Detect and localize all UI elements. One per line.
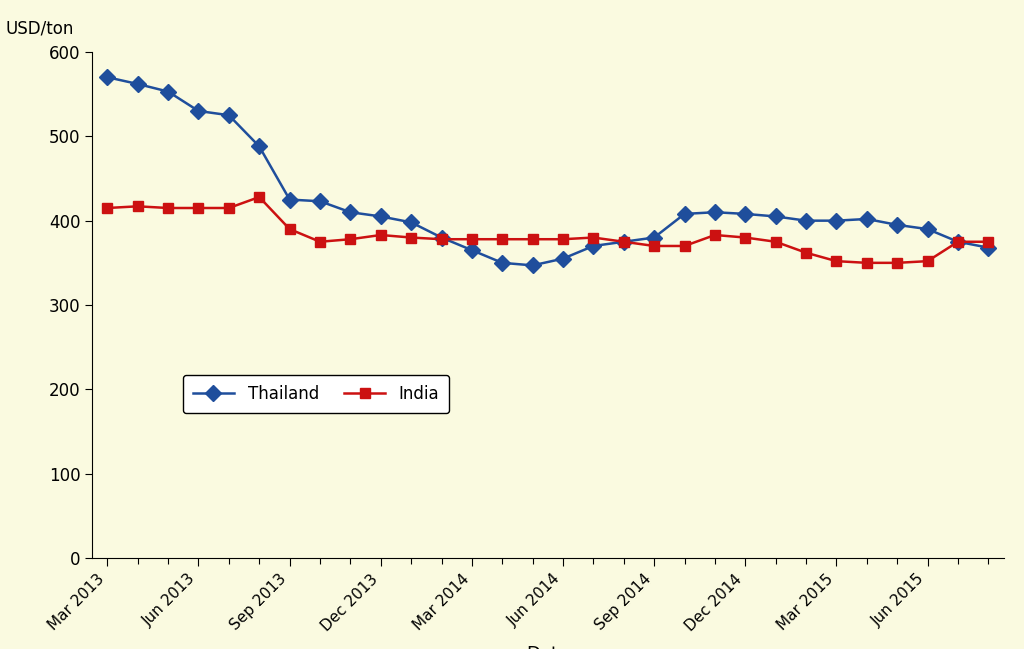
Thailand — [617, 238, 630, 245]
Thailand — [678, 210, 690, 218]
Thailand — [406, 219, 418, 227]
India — [830, 257, 843, 265]
Thailand — [800, 217, 812, 225]
Thailand — [131, 80, 143, 88]
Thailand — [162, 88, 174, 95]
Thailand — [770, 212, 782, 220]
India — [162, 204, 174, 212]
Thailand — [223, 112, 236, 119]
Line: India: India — [102, 192, 993, 267]
India — [739, 234, 752, 241]
India — [922, 257, 934, 265]
X-axis label: Date: Date — [526, 645, 569, 649]
Thailand — [496, 259, 508, 267]
Thailand — [435, 234, 447, 241]
Thailand — [284, 195, 296, 203]
Thailand — [648, 234, 660, 241]
Thailand — [101, 73, 114, 81]
India — [770, 238, 782, 245]
India — [617, 238, 630, 245]
Thailand — [375, 212, 387, 220]
India — [952, 238, 965, 245]
India — [709, 231, 721, 239]
India — [800, 249, 812, 256]
India — [588, 234, 600, 241]
India — [678, 242, 690, 250]
India — [284, 225, 296, 233]
India — [375, 231, 387, 239]
Thailand — [253, 143, 265, 151]
India — [982, 238, 994, 245]
Thailand — [709, 208, 721, 216]
Thailand — [922, 225, 934, 233]
India — [223, 204, 236, 212]
Thailand — [313, 197, 326, 205]
Thailand — [860, 215, 872, 223]
India — [101, 204, 114, 212]
Thailand — [344, 208, 356, 216]
Thailand — [526, 262, 539, 269]
India — [406, 234, 418, 241]
India — [860, 259, 872, 267]
India — [496, 236, 508, 243]
India — [193, 204, 205, 212]
Thailand — [830, 217, 843, 225]
Thailand — [739, 210, 752, 218]
India — [313, 238, 326, 245]
India — [344, 236, 356, 243]
India — [253, 193, 265, 201]
Thailand — [557, 254, 569, 262]
India — [435, 236, 447, 243]
Text: USD/ton: USD/ton — [5, 19, 74, 38]
Thailand — [891, 221, 903, 228]
India — [131, 202, 143, 210]
Thailand — [193, 107, 205, 115]
Thailand — [952, 238, 965, 245]
India — [526, 236, 539, 243]
India — [557, 236, 569, 243]
Line: Thailand: Thailand — [101, 71, 994, 271]
Thailand — [588, 242, 600, 250]
Thailand — [466, 246, 478, 254]
Legend: Thailand, India: Thailand, India — [182, 375, 450, 413]
India — [648, 242, 660, 250]
Thailand — [982, 244, 994, 252]
India — [466, 236, 478, 243]
India — [891, 259, 903, 267]
